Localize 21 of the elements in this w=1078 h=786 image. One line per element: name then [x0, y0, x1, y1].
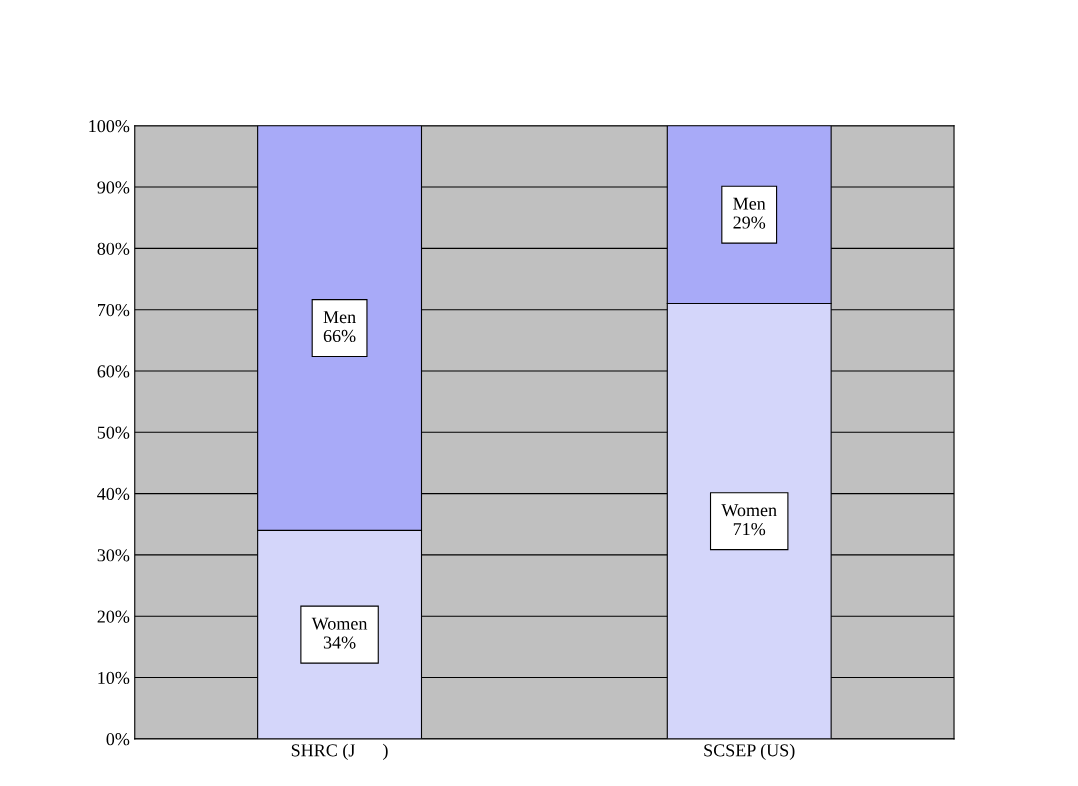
series-label: Men — [733, 197, 766, 210]
data-label: 66% — [323, 329, 356, 343]
x-tick-label: SCSEP (US) — [704, 743, 795, 761]
text: Men — [323, 311, 356, 324]
y-tick-label: 20% — [97, 610, 130, 623]
y-tick-label: 90% — [97, 181, 130, 194]
y-tick-label: 0% — [106, 733, 130, 746]
y-tick-label: 50% — [97, 426, 130, 439]
data-label: 34% — [323, 636, 356, 649]
y-tick-label: 10% — [98, 671, 130, 685]
y-tick-label: 100% — [89, 120, 130, 133]
data-label: 71% — [733, 522, 766, 536]
y-tick-label: 60% — [97, 365, 130, 378]
data-label: 29% — [733, 216, 766, 229]
text: Women — [721, 504, 777, 517]
y-tick-label: 30% — [97, 549, 130, 562]
y-tick-label: 40% — [97, 487, 130, 501]
y-tick-label: 80% — [97, 242, 130, 255]
series-label: Women — [311, 617, 368, 630]
y-tick-label: 70% — [97, 303, 130, 317]
x-tick-label: SHRC (J ) — [291, 743, 388, 761]
